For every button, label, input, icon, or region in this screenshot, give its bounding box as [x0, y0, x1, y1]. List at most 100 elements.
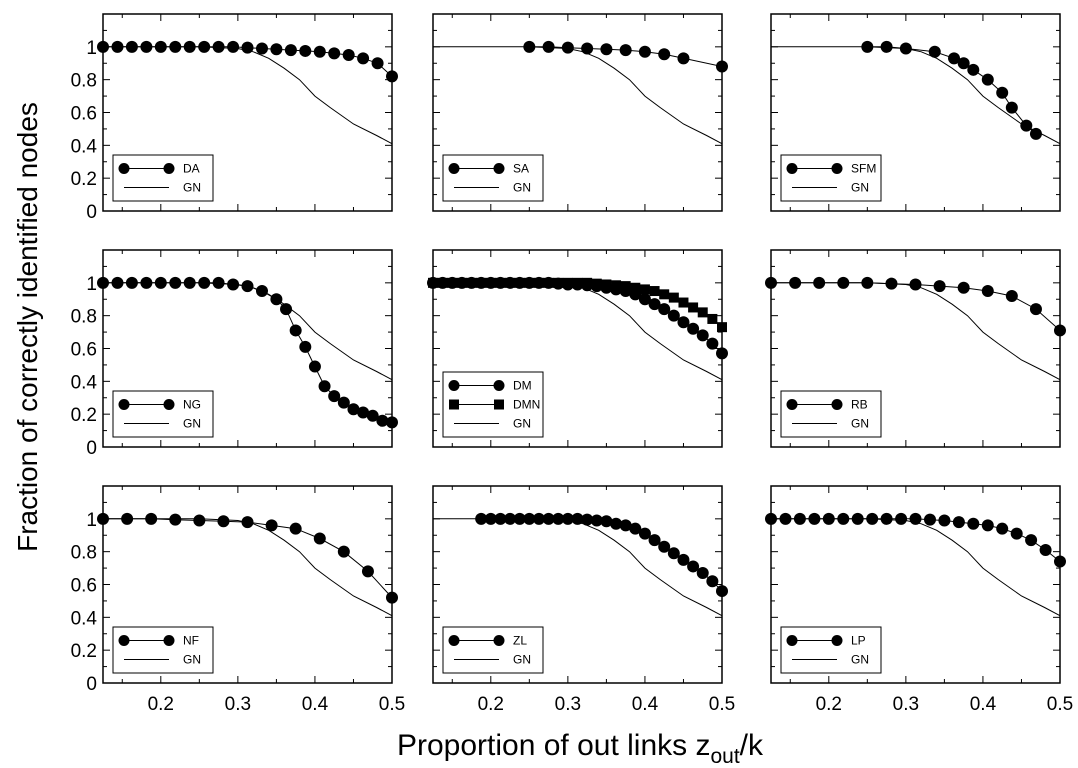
data-point [658, 48, 671, 61]
data-point [1029, 303, 1042, 316]
x-tick-label: 0.2 [148, 694, 174, 715]
x-axis-title: Proportion of out links zout/k [397, 729, 764, 768]
data-point [822, 512, 835, 525]
gn-reference-line [433, 518, 722, 617]
y-tick-label: 0.2 [71, 169, 97, 190]
data-point [716, 347, 728, 360]
data-point [668, 292, 679, 303]
legend-marker [118, 163, 130, 174]
data-point [111, 276, 124, 289]
data-point [619, 519, 632, 532]
data-point [270, 43, 283, 56]
data-point [688, 302, 699, 313]
data-point [193, 514, 206, 527]
data-point [648, 298, 661, 311]
data-point [697, 307, 708, 318]
data-point [948, 52, 961, 65]
legend-marker [831, 635, 843, 646]
legend-label: NG [183, 398, 201, 412]
data-point [678, 297, 689, 308]
data-point [532, 512, 545, 525]
data-point [601, 279, 612, 290]
data-point [861, 40, 874, 53]
y-tick-label: 0.8 [71, 71, 97, 92]
x-tick-label: 0.4 [970, 694, 997, 715]
data-point [591, 278, 602, 289]
data-point [600, 515, 613, 528]
data-point [97, 40, 109, 53]
legend-marker [449, 399, 459, 410]
data-point [241, 41, 254, 54]
data-point [638, 293, 651, 306]
gn-reference-line [433, 46, 722, 145]
data-point [145, 512, 158, 525]
data-point [562, 277, 573, 288]
data-point [923, 513, 936, 526]
data-point [284, 44, 297, 57]
data-point [1020, 119, 1033, 132]
y-tick-label: 0.6 [71, 104, 97, 125]
data-point [386, 70, 398, 83]
data-point [808, 512, 821, 525]
data-point [542, 40, 555, 53]
data-point [706, 575, 719, 588]
data-point [789, 276, 802, 289]
data-point [169, 40, 182, 53]
data-point [183, 276, 196, 289]
data-point [1005, 101, 1018, 114]
y-tick-label: 0.8 [71, 307, 97, 328]
ticks [771, 485, 1061, 684]
data-point [154, 40, 167, 53]
legend-marker [448, 380, 460, 391]
x-axis-title-tail: /k [740, 729, 764, 762]
data-point [1029, 127, 1042, 140]
data-point [342, 49, 355, 62]
data-point [183, 40, 196, 53]
legend: DA GN [112, 154, 214, 202]
data-point [706, 337, 719, 350]
legend-label: NF [183, 634, 199, 648]
data-point [280, 303, 293, 316]
x-tick-label: 0.2 [816, 694, 842, 715]
data-point [639, 284, 650, 295]
data-point [524, 277, 535, 288]
y-tick-label: 0.6 [71, 576, 97, 597]
data-point [967, 517, 980, 530]
legend-label: GN [851, 417, 869, 431]
legend-marker [786, 163, 798, 174]
data-point [227, 40, 240, 53]
data-point [981, 519, 994, 532]
data-point [289, 522, 302, 535]
data-point [347, 403, 360, 416]
data-point [553, 277, 564, 288]
x-tick-label: 0.2 [478, 694, 504, 715]
data-point [198, 40, 211, 53]
data-point [707, 313, 718, 324]
ticks [103, 13, 393, 212]
data-point [543, 277, 554, 288]
legend-marker [493, 163, 505, 174]
data-point [837, 512, 850, 525]
data-point [270, 293, 283, 306]
data-point [494, 512, 507, 525]
data-point [851, 512, 864, 525]
data-point [97, 276, 109, 289]
gn-reference-line [103, 46, 392, 145]
data-point [667, 309, 680, 322]
panel: 0.2 0.3 0.4 0.5 ZL GN [432, 485, 735, 715]
data-point [996, 522, 1009, 535]
y-tick-label: 0 [86, 202, 97, 223]
data-point [337, 396, 350, 409]
data-point [1005, 289, 1018, 302]
data-point [485, 277, 496, 288]
y-tick-label: 1 [86, 510, 97, 531]
legend-label: SFM [851, 162, 876, 176]
panel: 0.2 0.3 0.4 0.5 LP GN [765, 485, 1073, 715]
data-point [981, 285, 994, 298]
data-point [217, 515, 230, 528]
data-point [638, 527, 651, 540]
data-point [658, 540, 671, 553]
x-axis-title-subscript: out [710, 745, 739, 768]
legend-label: GN [513, 417, 531, 431]
data-point [299, 44, 312, 57]
